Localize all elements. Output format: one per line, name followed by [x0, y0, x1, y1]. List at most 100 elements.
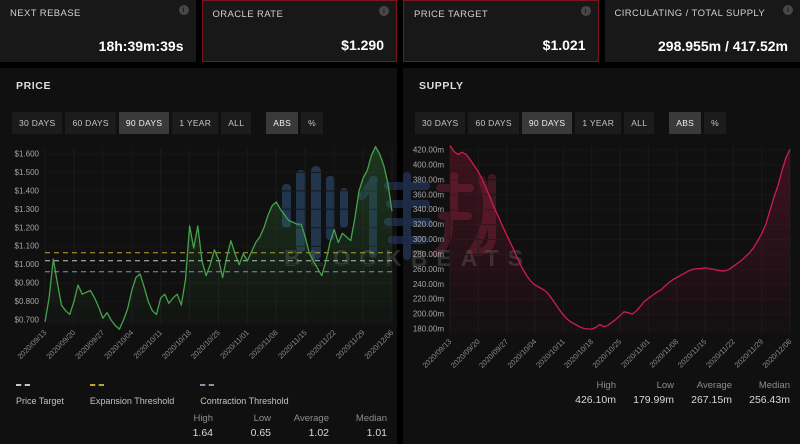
stat-low: Low 0.65: [227, 413, 271, 439]
info-icon[interactable]: i: [178, 5, 189, 15]
y-axis-label: 420.00m: [413, 146, 444, 155]
supply-chart[interactable]: 420.00m 400.00m 380.00m 360.00m 340.00m 320.0…: [403, 138, 800, 444]
stat-cards-row: NEXT REBASE i 18h:39m:39s ORACLE RATE i …: [0, 0, 800, 62]
card-label: NEXT REBASE: [10, 8, 81, 19]
x-axis-label: 2020/11/15: [676, 337, 709, 370]
card-label: ORACLE RATE: [212, 9, 284, 20]
stat-median: Median 1.01: [343, 413, 387, 439]
card-label: CIRCULATING / TOTAL SUPPLY: [614, 8, 766, 19]
y-axis-label: 300.00m: [413, 235, 444, 244]
y-axis-label: 380.00m: [413, 175, 444, 184]
card-circulating-total-supply: CIRCULATING / TOTAL SUPPLY i 298.955m / …: [604, 0, 800, 62]
range-button-all[interactable]: ALL: [624, 112, 655, 134]
x-axis-label: 2020/11/29: [334, 328, 367, 361]
y-axis-label: 360.00m: [413, 190, 444, 199]
x-axis-label: 2020/11/22: [305, 328, 338, 361]
info-icon[interactable]: i: [580, 6, 591, 16]
stat-value: 0.65: [250, 427, 271, 439]
y-axis-label: 340.00m: [413, 205, 444, 214]
stat-label: Low: [656, 380, 674, 391]
x-axis-label: 2020/11/08: [648, 337, 681, 370]
stat-low: Low 179.99m: [630, 380, 674, 406]
y-axis-label: 200.00m: [413, 310, 444, 319]
x-axis-label: 2020/12/06: [761, 337, 794, 370]
range-button-90-days[interactable]: 90 DAYS: [521, 112, 573, 134]
card-label: PRICE TARGET: [414, 9, 489, 20]
stat-label: High: [596, 380, 616, 391]
x-axis-label: 2020/10/18: [562, 337, 595, 370]
price-chart[interactable]: $1.600 $1.500 $1.400 $1.300 $1.200 $1.100 $1.0…: [0, 138, 397, 444]
stat-value: 267.15m: [691, 394, 732, 406]
range-button-1-year[interactable]: 1 YEAR: [172, 112, 219, 134]
range-button-abs[interactable]: ABS: [669, 112, 702, 134]
y-axis-label: $0.900: [15, 279, 40, 288]
x-axis-label: 2020/10/11: [132, 328, 165, 361]
x-axis-label: 2020/09/20: [44, 328, 77, 361]
y-axis-label: 260.00m: [413, 265, 444, 274]
x-axis-label: 2020/10/18: [160, 328, 193, 361]
price-panel-title: PRICE: [16, 80, 52, 92]
card-next-rebase: NEXT REBASE i 18h:39m:39s: [0, 0, 196, 62]
range-button-30-days[interactable]: 30 DAYS: [415, 112, 466, 134]
card-value: 18h:39m:39s: [98, 38, 184, 54]
legend-item-price-target: Price Target: [16, 384, 64, 409]
supply-panel: SUPPLY 30 DAYS 60 DAYS 90 DAYS 1 YEAR ALL ABS…: [403, 68, 800, 444]
card-oracle-rate: ORACLE RATE i $1.290: [201, 0, 397, 62]
x-axis-label: 2020/09/13: [16, 328, 49, 361]
supply-stats: High 426.10m Low 179.99m Average 267.15m Media…: [572, 380, 790, 406]
stat-high: High 1.64: [169, 413, 213, 439]
price-stats: High 1.64 Low 0.65 Average 1.02 Median 1.01: [169, 413, 387, 439]
y-axis-label: $1.200: [15, 223, 40, 232]
card-price-target: PRICE TARGET i $1.021: [403, 0, 599, 62]
series-area: [450, 145, 790, 333]
y-axis-label: $0.800: [15, 297, 40, 306]
info-icon[interactable]: i: [783, 5, 793, 15]
stat-label: Average: [696, 380, 732, 391]
stat-label: Median: [355, 413, 387, 424]
y-axis-label: 180.00m: [413, 325, 444, 334]
stat-label: Average: [293, 413, 329, 424]
series-line-price: [44, 145, 393, 330]
range-button-all[interactable]: ALL: [221, 112, 252, 134]
y-axis-label: $1.500: [15, 168, 40, 177]
price-range-buttons: 30 DAYS 60 DAYS 90 DAYS 1 YEAR ALL ABS%: [12, 112, 324, 134]
y-axis-label: 220.00m: [413, 295, 444, 304]
legend-label: Price Target: [16, 396, 64, 406]
card-value: 298.955m / 417.52m: [658, 38, 788, 54]
legend-item-expansion-threshold: Expansion Threshold: [89, 384, 175, 409]
legend-dash-swatch: [16, 384, 30, 386]
range-button-[interactable]: %: [301, 112, 324, 134]
range-button-[interactable]: %: [704, 112, 727, 134]
range-button-60-days[interactable]: 60 DAYS: [65, 112, 116, 134]
y-axis-label: $1.000: [15, 260, 40, 269]
stat-value: 1.02: [308, 427, 329, 439]
y-axis-label: $1.300: [15, 205, 40, 214]
charts-row: PRICE 30 DAYS 60 DAYS 90 DAYS 1 YEAR ALL ABS%…: [0, 68, 800, 444]
stat-value: 1.64: [192, 427, 213, 439]
range-button-90-days[interactable]: 90 DAYS: [118, 112, 170, 134]
x-axis-label: 2020/11/15: [276, 328, 309, 361]
supply-panel-title: SUPPLY: [419, 80, 464, 92]
legend-label: Contraction Threshold: [200, 396, 289, 406]
y-axis-label: $1.400: [15, 186, 40, 195]
stat-label: Low: [253, 413, 271, 424]
range-button-1-year[interactable]: 1 YEAR: [575, 112, 622, 134]
series-line-supply: [449, 145, 791, 330]
stat-average: Average 267.15m: [688, 380, 732, 406]
range-button-60-days[interactable]: 60 DAYS: [468, 112, 519, 134]
x-axis-label: 2020/11/01: [619, 337, 652, 370]
x-axis-label: 2020/11/01: [218, 328, 251, 361]
stat-label: Median: [758, 380, 790, 391]
x-axis-label: 2020/09/27: [73, 328, 106, 361]
x-axis-label: 2020/09/27: [477, 337, 510, 370]
info-icon[interactable]: i: [379, 6, 389, 16]
x-axis-label: 2020/09/13: [421, 337, 454, 370]
legend-item-contraction-threshold: Contraction Threshold: [200, 384, 289, 409]
x-axis-label: 2020/10/11: [534, 337, 567, 370]
stat-average: Average 1.02: [285, 413, 329, 439]
y-axis-label: 240.00m: [413, 280, 444, 289]
x-axis-label: 2020/12/06: [363, 328, 396, 361]
range-button-30-days[interactable]: 30 DAYS: [12, 112, 63, 134]
range-button-abs[interactable]: ABS: [266, 112, 299, 134]
legend-label: Expansion Threshold: [89, 396, 175, 406]
